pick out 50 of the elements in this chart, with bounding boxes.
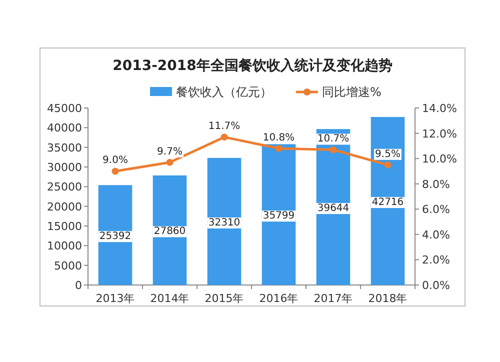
data-label: 10.7% bbox=[317, 134, 350, 145]
bar bbox=[98, 185, 132, 285]
data-label: 27860 bbox=[154, 226, 186, 238]
data-label: 32310 bbox=[208, 217, 240, 228]
point bbox=[166, 158, 174, 166]
y-tick-label: 5000 bbox=[54, 259, 82, 272]
point bbox=[112, 168, 119, 175]
y-tick-label: 40000 bbox=[47, 122, 82, 135]
y-tick-label: 10000 bbox=[47, 240, 82, 253]
data-label: 10.8% bbox=[262, 132, 295, 144]
bar bbox=[262, 144, 296, 285]
y-tick-label: 0 bbox=[75, 279, 82, 292]
data-label: 39644 bbox=[317, 203, 350, 214]
y2-tick-label: 14.0% bbox=[422, 102, 457, 115]
y2-tick-label: 2.0% bbox=[422, 254, 450, 267]
y2-tick-label: 10.0% bbox=[422, 152, 457, 166]
data-label: 35799 bbox=[262, 210, 295, 222]
x-tick-label: 2015年 bbox=[204, 292, 244, 305]
bar bbox=[370, 116, 405, 285]
y-tick-label: 35000 bbox=[47, 141, 82, 154]
y-tick-label: 20000 bbox=[47, 200, 82, 214]
chart-title: 2013-2018年全国餐饮收入统计及变化趋势 bbox=[112, 57, 392, 74]
y2-tick-label: 0.0% bbox=[422, 279, 450, 292]
y-tick-label: 25000 bbox=[47, 180, 82, 194]
x-tick-label: 2017年 bbox=[314, 292, 353, 305]
y2-tick-label: 4.0% bbox=[422, 228, 450, 242]
x-tick-label: 2014年 bbox=[150, 292, 190, 305]
point bbox=[330, 146, 337, 154]
y-tick-label: 45000 bbox=[47, 102, 82, 115]
point bbox=[384, 161, 392, 168]
y-tick-label: 30000 bbox=[47, 161, 82, 174]
y2-tick-label: 8.0% bbox=[422, 178, 450, 191]
y2-tick-label: 6.0% bbox=[422, 203, 450, 216]
point bbox=[220, 134, 228, 141]
data-label: 9.7% bbox=[157, 146, 182, 158]
y2-tick-label: 12.0% bbox=[422, 127, 457, 140]
data-label: 9.5% bbox=[375, 148, 400, 160]
data-label: 11.7% bbox=[208, 121, 240, 132]
point bbox=[275, 144, 282, 152]
data-label: 25392 bbox=[99, 231, 132, 242]
x-tick-label: 2018年 bbox=[368, 292, 408, 305]
bar bbox=[207, 158, 242, 285]
bar bbox=[152, 175, 187, 285]
x-tick-label: 2013年 bbox=[96, 292, 135, 305]
data-label: 42716 bbox=[372, 196, 404, 208]
legend-label: 同比增速% bbox=[322, 85, 382, 99]
x-tick-label: 2016年 bbox=[259, 292, 298, 305]
data-label: 9.0% bbox=[102, 155, 128, 166]
legend-label: 餐饮收入（亿元） bbox=[176, 85, 272, 99]
y-tick-label: 15000 bbox=[47, 220, 82, 233]
